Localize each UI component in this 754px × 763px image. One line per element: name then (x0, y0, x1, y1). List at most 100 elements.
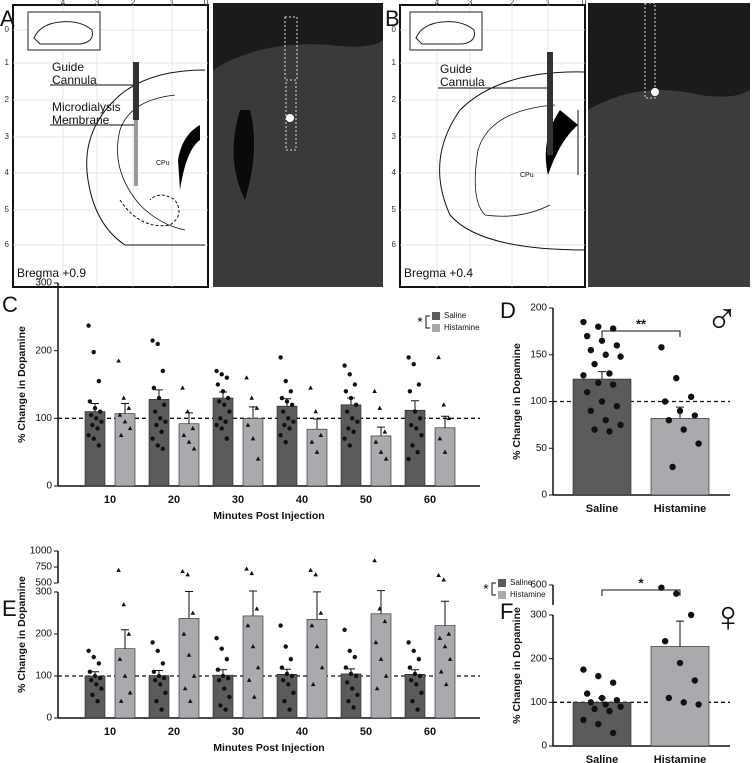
significance-bracket (601, 589, 681, 596)
data-point (587, 346, 595, 354)
bar (434, 427, 456, 487)
data-point (163, 690, 168, 695)
data-point (152, 678, 158, 683)
data-point (155, 443, 160, 448)
coord-label: 1 (546, 0, 551, 7)
data-point (344, 680, 350, 685)
data-point (587, 699, 595, 706)
probe-spot (286, 114, 294, 122)
data-point (187, 698, 193, 703)
data-point (609, 729, 617, 737)
data-point (436, 572, 441, 578)
x-tick-label: 50 (360, 726, 372, 738)
y-tick-label: 200 (35, 629, 52, 640)
panel-letter: B (385, 6, 400, 31)
data-point (446, 631, 452, 636)
data-point (313, 409, 319, 414)
data-point (92, 405, 98, 411)
data-point (224, 436, 230, 441)
data-point (254, 606, 260, 611)
coord-label: 6 (5, 240, 10, 249)
data-point (279, 395, 285, 401)
region-label: Cannula (440, 75, 485, 89)
data-point (437, 635, 443, 640)
coord-label: 5 (5, 205, 10, 214)
data-point (443, 681, 449, 687)
data-point (88, 678, 94, 683)
y-tick-label: 0 (46, 481, 52, 492)
data-point (602, 701, 609, 708)
y-tick-label: 300 (35, 587, 52, 598)
data-point (609, 381, 617, 388)
bar (370, 613, 392, 719)
y-axis-label: % Change in Dopamine (511, 343, 523, 460)
data-point (602, 351, 609, 358)
data-point (161, 675, 167, 681)
data-point (160, 368, 166, 374)
ventricle (545, 110, 578, 175)
y-tick-label: 100 (35, 413, 52, 424)
data-point (676, 659, 684, 667)
data-point (412, 409, 418, 414)
bar (404, 674, 426, 719)
data-point (374, 686, 380, 691)
data-point (122, 673, 128, 678)
legend-swatch (432, 324, 440, 332)
data-point (416, 382, 422, 387)
track-outline (644, 2, 656, 99)
data-point (583, 332, 591, 340)
data-point (150, 640, 155, 645)
error-bar (441, 600, 449, 626)
inset-brain (415, 21, 475, 45)
data-point (158, 416, 163, 421)
y-tick-label: 0 (46, 713, 52, 724)
data-point (314, 449, 320, 454)
data-point (437, 436, 443, 441)
legend-label: Histamine (444, 323, 480, 332)
data-point (216, 399, 222, 404)
panel-b-diagram (399, 4, 586, 288)
data-point (408, 678, 414, 683)
data-point (613, 342, 621, 349)
data-point (219, 646, 224, 651)
bar (306, 428, 328, 487)
data-point (92, 673, 98, 679)
error-bar (377, 426, 385, 436)
data-point (181, 631, 187, 636)
data-point (87, 399, 93, 404)
data-point (91, 654, 96, 660)
data-point (214, 636, 219, 641)
data-point (343, 389, 349, 394)
data-point (225, 395, 231, 401)
panel-letter: C (2, 292, 18, 317)
panel-a-diagram (12, 4, 209, 288)
data-point (278, 433, 283, 438)
data-point (288, 657, 294, 662)
data-point (249, 395, 255, 400)
x-axis-label: Minutes Post Injection (213, 742, 324, 754)
data-point (86, 433, 91, 438)
data-point (249, 570, 255, 576)
data-point (214, 422, 219, 428)
data-point (97, 675, 103, 681)
data-point (287, 707, 292, 712)
data-point (583, 388, 591, 396)
data-point (410, 699, 415, 704)
data-point (687, 611, 695, 619)
data-point (595, 720, 602, 728)
y-tick-label: 100 (530, 697, 547, 708)
data-point (407, 389, 413, 394)
region-label: CPu (520, 172, 534, 179)
data-point (419, 690, 424, 695)
y-tick-label: 150 (530, 349, 547, 360)
ventricle (233, 110, 254, 200)
data-point (587, 407, 595, 415)
data-point (215, 667, 221, 672)
data-point (441, 577, 447, 582)
legend-bracket (425, 315, 430, 329)
data-point (595, 323, 602, 330)
region-label: Cannula (52, 73, 97, 87)
y-tick-label: 300 (35, 278, 52, 289)
data-point (244, 375, 249, 380)
tissue (213, 40, 383, 287)
